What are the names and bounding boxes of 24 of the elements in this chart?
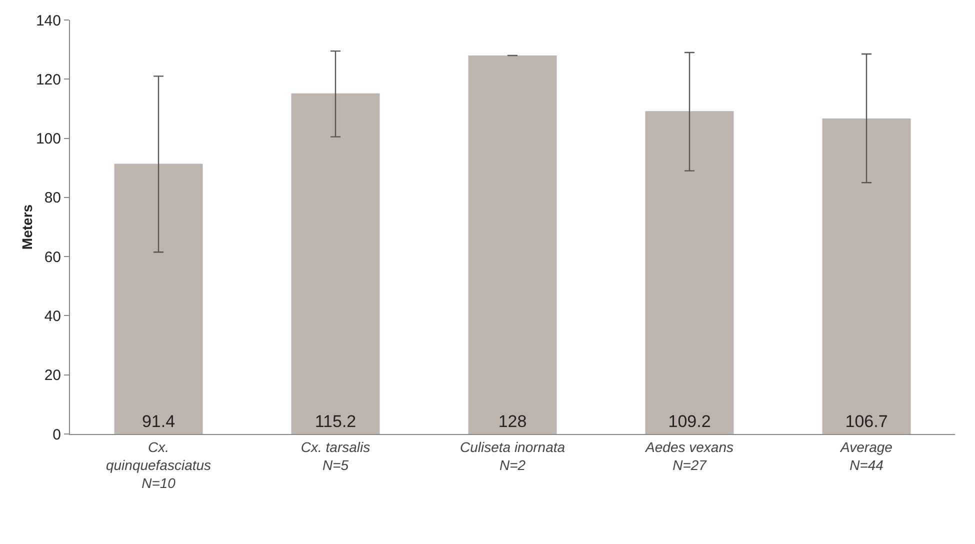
y-tick-label: 140 bbox=[36, 12, 61, 30]
x-tick-label: Cx. tarsalis N=5 bbox=[300, 438, 370, 473]
y-tick-label: 20 bbox=[44, 367, 61, 384]
y-tick-label: 120 bbox=[36, 71, 61, 88]
data-label: 106.7 bbox=[845, 412, 888, 431]
y-tick-label: 60 bbox=[44, 248, 61, 266]
bar bbox=[468, 55, 557, 434]
y-tick-label: 40 bbox=[44, 308, 61, 325]
data-label: 91.4 bbox=[142, 412, 176, 431]
bar bbox=[645, 111, 734, 434]
y-tick-label: 0 bbox=[52, 426, 61, 444]
y-axis-title: Meters bbox=[19, 204, 35, 250]
y-tick-label: 80 bbox=[44, 190, 61, 207]
bar bbox=[114, 164, 203, 434]
bar bbox=[291, 93, 380, 434]
bar bbox=[822, 118, 911, 434]
data-label: 109.2 bbox=[668, 412, 711, 431]
data-label: 115.2 bbox=[314, 412, 356, 431]
x-tick-label: Cx. quinquefasciatus N=10 bbox=[106, 438, 212, 492]
x-tick-label: Culiseta inornata N=2 bbox=[460, 438, 566, 473]
y-tick-label: 100 bbox=[36, 130, 61, 148]
x-tick-label: Aedes vexans N=27 bbox=[644, 438, 734, 473]
x-tick-label: Average N=44 bbox=[840, 438, 893, 473]
data-label: 128 bbox=[498, 412, 527, 431]
